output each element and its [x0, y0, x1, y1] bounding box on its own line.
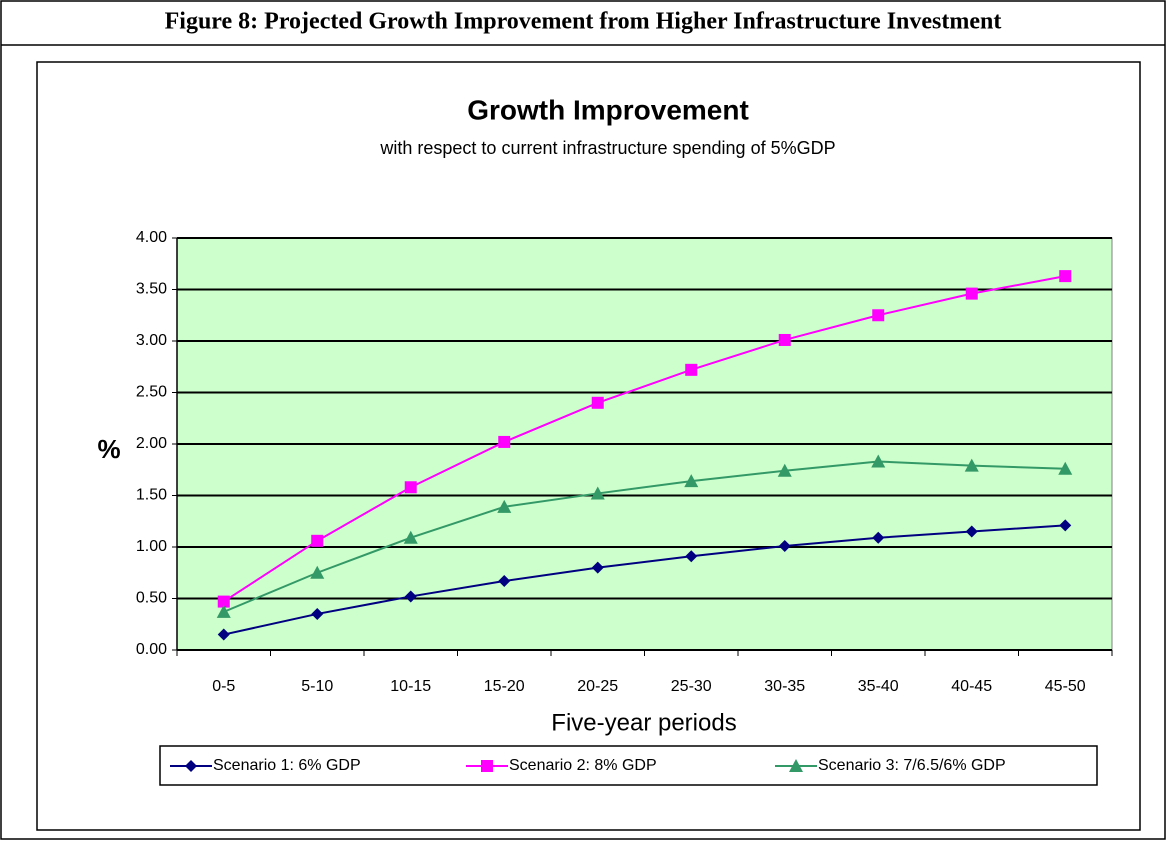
- y-tick-label: 2.50: [136, 384, 167, 401]
- x-tick-label: 30-35: [764, 678, 805, 695]
- data-point: [1059, 270, 1072, 283]
- legend-marker: [789, 759, 803, 772]
- legend-label: Scenario 1: 6% GDP: [213, 757, 361, 774]
- y-tick-label: 2.00: [136, 435, 167, 452]
- data-point: [591, 561, 604, 574]
- x-tick-label: 45-50: [1045, 678, 1086, 695]
- data-point: [590, 486, 605, 500]
- legend-label: Scenario 3: 7/6.5/6% GDP: [818, 757, 1006, 774]
- data-point: [872, 531, 885, 544]
- y-tick-label: 1.50: [136, 487, 167, 504]
- series-line: [223, 524, 1066, 636]
- data-point: [965, 525, 978, 538]
- legend-marker: [481, 760, 493, 772]
- data-point: [497, 499, 512, 513]
- series-line: [223, 275, 1066, 603]
- data-point: [311, 607, 324, 620]
- x-tick-label: 40-45: [951, 678, 992, 695]
- data-point: [777, 463, 792, 477]
- data-point: [685, 363, 698, 376]
- data-point: [217, 628, 230, 641]
- data-point: [404, 481, 417, 494]
- data-point: [498, 574, 511, 587]
- data-point: [310, 565, 325, 579]
- data-point: [217, 595, 230, 608]
- data-point: [872, 309, 885, 322]
- y-tick-label: 4.00: [136, 229, 167, 246]
- data-point: [311, 534, 324, 547]
- data-point: [1059, 519, 1072, 532]
- y-tick-label: 3.00: [136, 332, 167, 349]
- x-tick-label: 20-25: [577, 678, 618, 695]
- y-axis-title: %: [97, 434, 120, 464]
- series-line: [223, 460, 1066, 613]
- x-tick-label: 5-10: [301, 678, 333, 695]
- legend-box: [159, 745, 1098, 786]
- data-point: [684, 474, 699, 488]
- data-point: [964, 458, 979, 472]
- data-point: [965, 287, 978, 300]
- legend-marker: [185, 760, 197, 772]
- y-tick-label: 3.50: [136, 281, 167, 298]
- chart-subtitle: with respect to current infrastructure s…: [379, 138, 835, 158]
- x-tick-label: 10-15: [390, 678, 431, 695]
- legend-label: Scenario 2: 8% GDP: [509, 757, 657, 774]
- data-point: [404, 590, 417, 603]
- data-point: [498, 435, 511, 448]
- x-tick-label: 25-30: [671, 678, 712, 695]
- y-tick-label: 0.00: [136, 641, 167, 658]
- data-point: [685, 550, 698, 563]
- data-point: [778, 539, 791, 552]
- y-tick-label: 0.50: [136, 590, 167, 607]
- data-point: [216, 604, 231, 618]
- data-point: [871, 454, 886, 468]
- x-axis-title: Five-year periods: [551, 709, 736, 736]
- x-tick-label: 0-5: [212, 678, 235, 695]
- data-point: [403, 530, 418, 544]
- data-point: [1058, 461, 1073, 475]
- y-tick-label: 1.00: [136, 538, 167, 555]
- x-tick-label: 35-40: [858, 678, 899, 695]
- data-point: [591, 396, 604, 409]
- chart-title: Growth Improvement: [467, 94, 749, 125]
- data-point: [778, 333, 791, 346]
- figure-caption: Figure 8: Projected Growth Improvement f…: [165, 9, 1002, 35]
- x-tick-label: 15-20: [484, 678, 525, 695]
